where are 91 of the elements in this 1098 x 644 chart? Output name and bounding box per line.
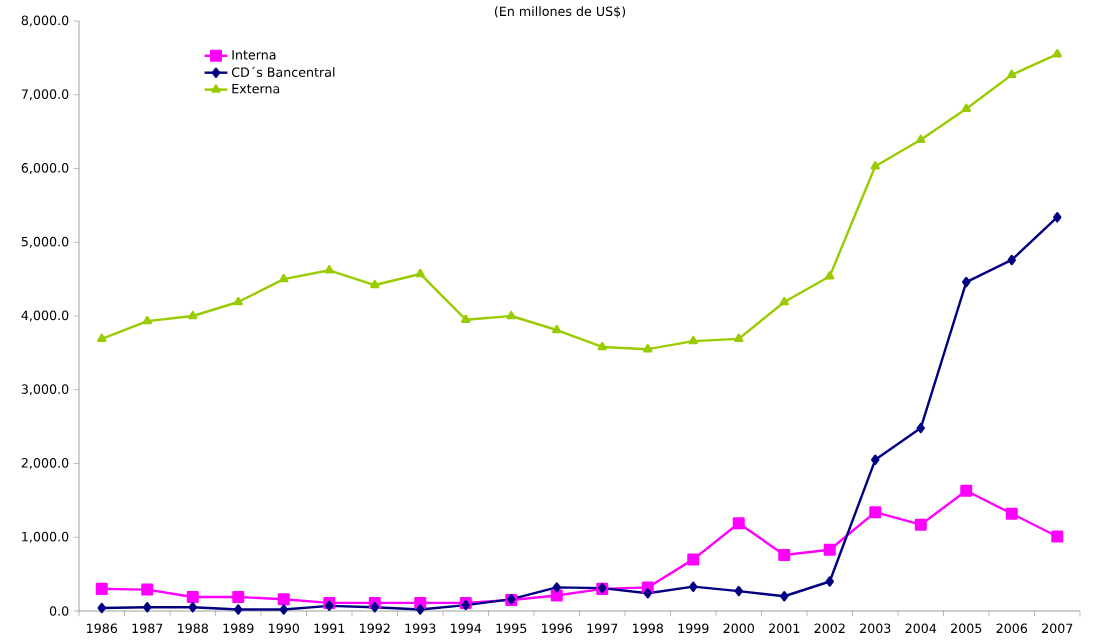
point (142, 315, 152, 325)
point (734, 585, 743, 597)
point (279, 273, 289, 283)
x-tick-label: 1991 (314, 623, 345, 634)
x-tick-label: 1996 (542, 623, 573, 634)
point (95, 582, 108, 595)
point (962, 276, 971, 288)
point (916, 422, 925, 434)
point (277, 593, 290, 606)
point (188, 602, 197, 613)
point (779, 296, 789, 306)
point (871, 454, 880, 466)
point (823, 543, 836, 556)
x-tick-label: 1999 (678, 623, 709, 634)
point (689, 581, 698, 592)
x-tick-label: 2000 (723, 623, 755, 634)
point (416, 604, 425, 615)
chart-title: (En millones de US$) (494, 6, 626, 18)
point (186, 590, 199, 603)
point (141, 583, 154, 596)
x-tick-label: 1987 (132, 623, 163, 634)
y-tick-label: 5,000.0 (21, 236, 69, 248)
x-tick-label: 2006 (996, 623, 1028, 634)
point (550, 589, 563, 602)
y-tick-label: 3,000.0 (21, 384, 69, 396)
point (552, 582, 561, 593)
legend-label: Externa (232, 84, 280, 94)
x-tick-label: 1988 (178, 623, 208, 634)
point (643, 343, 653, 353)
legend-label: CD´s Bancentral (231, 66, 335, 77)
point (597, 341, 607, 351)
point (1051, 530, 1064, 543)
point (732, 517, 745, 530)
x-tick-label: 1993 (405, 623, 436, 634)
y-tick-label: 6,000.0 (21, 163, 69, 174)
point (688, 335, 698, 345)
point (143, 602, 152, 613)
point (415, 268, 425, 278)
point (279, 604, 288, 615)
point (870, 161, 880, 170)
y-tick-label: 8,000.0 (21, 15, 69, 27)
x-tick-label: 2004 (905, 623, 937, 634)
point (233, 296, 243, 306)
point (97, 333, 107, 343)
x-tick-label: 1997 (587, 623, 618, 634)
point (643, 588, 652, 599)
point (506, 310, 516, 320)
point (188, 310, 198, 320)
y-tick-label: 7,000.0 (21, 89, 69, 101)
y-tick-label: 4,000.0 (21, 310, 69, 322)
point (370, 279, 380, 289)
point (370, 602, 379, 613)
x-tick-label: 2005 (951, 623, 982, 634)
y-tick-label: 0.0 (49, 606, 69, 616)
point (734, 333, 744, 343)
point (324, 265, 334, 274)
x-tick-label: 1995 (496, 623, 527, 634)
point (1007, 69, 1017, 79)
x-tick-label: 1986 (87, 623, 118, 634)
point (960, 484, 973, 497)
point (869, 506, 882, 519)
y-tick-label: 1,000.0 (22, 531, 69, 543)
x-tick-label: 1989 (223, 623, 254, 634)
y-tick-label: 2,000.0 (21, 458, 69, 469)
x-tick-label: 2007 (1042, 623, 1073, 634)
x-tick-label: 2003 (860, 623, 891, 634)
point (97, 602, 106, 614)
point (825, 576, 834, 587)
point (961, 103, 971, 112)
legend-label: Interna (232, 50, 276, 60)
point (916, 134, 926, 143)
point (914, 518, 927, 531)
point (825, 270, 835, 280)
x-tick-label: 2002 (814, 623, 845, 634)
point (1007, 254, 1016, 266)
point (234, 604, 243, 615)
point (325, 600, 334, 612)
point (778, 548, 791, 561)
x-tick-label: 1992 (360, 623, 390, 634)
point (1005, 507, 1018, 520)
point (687, 553, 700, 566)
point (461, 314, 471, 323)
x-tick-label: 2001 (769, 623, 800, 634)
x-tick-label: 1998 (633, 623, 663, 634)
x-tick-label: 1990 (269, 623, 300, 634)
point (232, 590, 245, 603)
point (1053, 211, 1062, 223)
point (1052, 48, 1062, 58)
point (552, 324, 562, 334)
point (780, 591, 789, 602)
x-tick-label: 1994 (451, 623, 482, 634)
